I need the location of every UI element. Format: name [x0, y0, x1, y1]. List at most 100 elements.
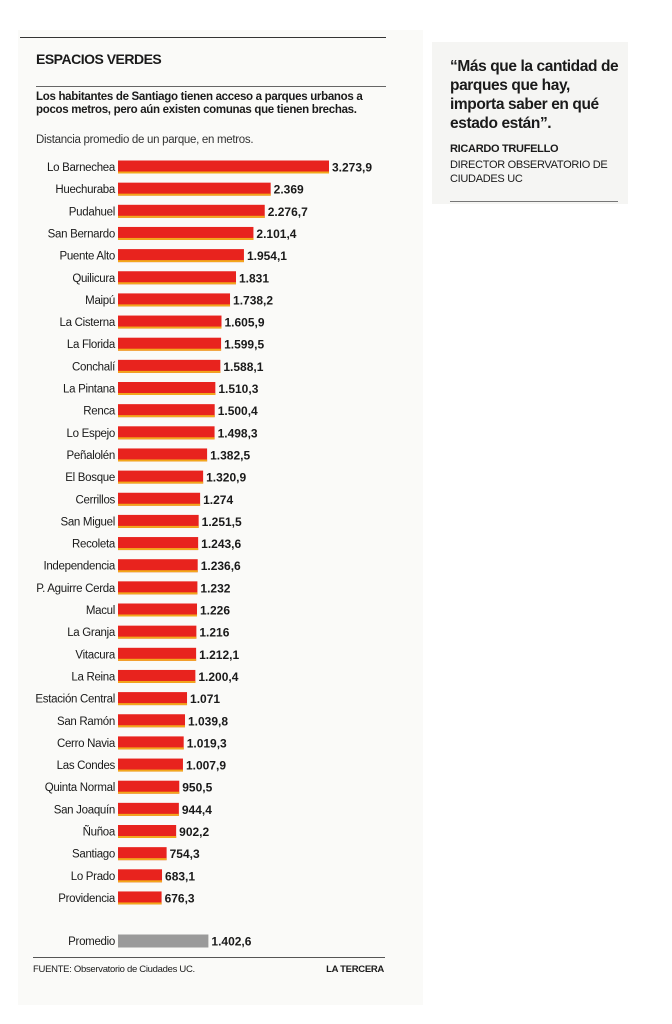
bar — [118, 625, 197, 639]
value-label: 2.276,7 — [268, 205, 308, 219]
brand-label: LA TERCERA — [326, 964, 384, 975]
value-label: 1.216 — [199, 626, 229, 640]
bar — [118, 426, 215, 440]
bar — [118, 825, 177, 838]
bar-edge — [118, 680, 196, 683]
bar — [118, 249, 244, 263]
bar — [118, 514, 199, 528]
bar-edge — [118, 348, 222, 351]
bar — [118, 182, 271, 196]
value-label: 1.071 — [190, 692, 220, 706]
bar — [118, 736, 184, 750]
value-label: 2.101,4 — [256, 227, 296, 241]
value-label: 676,3 — [165, 891, 195, 905]
bar-edge — [118, 548, 199, 551]
bar-edge — [118, 614, 198, 617]
bar — [118, 359, 221, 373]
bar — [118, 891, 162, 905]
value-label: 3.273,9 — [332, 161, 372, 175]
value-label: 1.500,4 — [218, 404, 258, 418]
value-label: 950,5 — [182, 781, 212, 795]
category-label: Providencia — [58, 893, 116, 905]
bar — [118, 559, 198, 573]
bar-edge — [118, 525, 199, 528]
bar-edge — [118, 260, 244, 263]
bar — [118, 293, 231, 307]
value-label: 1.498,3 — [218, 426, 258, 440]
bar-edge — [118, 791, 180, 794]
bar-edge — [118, 215, 265, 218]
bar-edge — [118, 725, 186, 728]
bar-edge — [118, 813, 179, 816]
bar-edge — [118, 570, 198, 573]
category-label: La Reina — [71, 671, 116, 683]
value-label: 1.274 — [203, 493, 233, 507]
category-label: Las Condes — [57, 760, 116, 772]
value-label: 944,4 — [182, 803, 212, 817]
bar-edge — [118, 858, 167, 861]
value-label: 1.588,1 — [223, 360, 263, 374]
category-label: San Bernardo — [48, 228, 115, 240]
value-label: 1.605,9 — [224, 316, 264, 330]
bar — [118, 758, 183, 772]
bar — [118, 315, 222, 329]
quote-box — [432, 42, 628, 204]
bar-edge — [118, 282, 237, 285]
bar-edge — [118, 481, 204, 484]
category-label: Renca — [83, 406, 116, 418]
value-label: 1.954,1 — [247, 249, 287, 263]
bar-edge — [118, 437, 215, 440]
category-label: Lo Barnechea — [47, 162, 116, 174]
value-label: 1.243,6 — [201, 537, 241, 551]
footer-rule — [33, 957, 385, 958]
bar — [118, 492, 201, 506]
value-label: 1.232 — [200, 581, 230, 595]
title-rule — [36, 86, 386, 87]
bar — [118, 780, 180, 794]
category-label: Peñalolén — [67, 450, 115, 462]
category-label: Cerro Navia — [57, 738, 116, 750]
bar-edge — [118, 415, 215, 418]
bar-edge — [118, 193, 271, 196]
category-label: El Bosque — [65, 472, 115, 484]
bar-edge — [118, 326, 222, 329]
bar — [118, 271, 237, 285]
bar — [118, 669, 196, 683]
category-label: Quilicura — [72, 273, 116, 285]
category-label: La Granja — [67, 627, 116, 639]
category-label: Santiago — [72, 849, 115, 861]
bar — [118, 382, 216, 395]
bar — [118, 448, 208, 462]
bar-edge — [118, 503, 201, 506]
bar — [118, 404, 215, 418]
category-label: San Joaquín — [54, 804, 115, 816]
category-label: Independencia — [43, 561, 115, 573]
source-note: FUENTE: Observatorio de Ciudades UC. — [33, 964, 195, 975]
bar — [118, 226, 254, 240]
bar-edge — [118, 171, 329, 174]
graphic-title: ESPACIOS VERDES — [36, 51, 162, 67]
value-label: 1.831 — [239, 271, 269, 285]
bar-edge — [118, 747, 184, 750]
category-label: Vitacura — [75, 649, 115, 661]
quote-author: RICARDO TRUFELLO — [450, 143, 559, 155]
category-label: Pudahuel — [69, 206, 115, 218]
category-label: Macul — [86, 605, 115, 617]
bar — [118, 160, 329, 174]
bar-edge — [118, 658, 197, 661]
value-label: 683,1 — [165, 869, 195, 883]
category-label: Ñuñoa — [83, 826, 116, 839]
graphic-subtitle: Los habitantes de Santiago tienen acceso… — [36, 91, 363, 116]
category-label: Conchalí — [72, 361, 116, 373]
value-label: 2.369 — [274, 183, 304, 197]
value-label: 1.251,5 — [202, 515, 242, 529]
value-label: 1.320,9 — [206, 471, 246, 485]
bar-edge — [118, 703, 188, 706]
bar — [118, 869, 163, 883]
category-label: Quinta Normal — [45, 782, 115, 794]
value-label: 1.007,9 — [186, 759, 226, 773]
bar-edge — [118, 393, 216, 395]
value-label: 1.039,8 — [188, 714, 228, 728]
average-label: Promedio — [68, 936, 115, 948]
